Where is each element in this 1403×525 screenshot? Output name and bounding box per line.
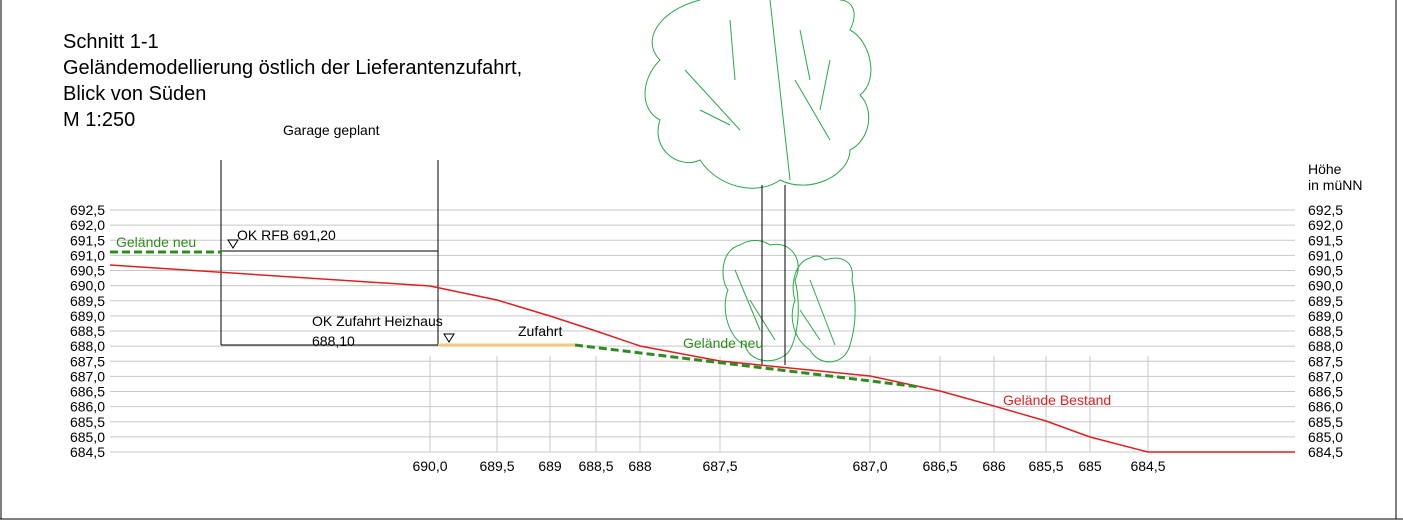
elevation-label: 685,5 — [70, 414, 105, 430]
axis-title: in müNN — [1308, 177, 1362, 193]
terrain-new — [574, 343, 921, 389]
terrain-existing — [109, 264, 1295, 453]
elevation-label: 687,0 — [70, 368, 105, 384]
elevation-label: 691,0 — [70, 247, 105, 263]
elevation-label: 690,5 — [70, 263, 105, 279]
building-label: Garage geplant — [283, 122, 380, 138]
elevation-label: 686,0 — [70, 399, 105, 415]
elevation-label: 692,5 — [1308, 202, 1343, 218]
station-label: 685,5 — [1028, 458, 1063, 474]
elevation-label: 689,5 — [70, 293, 105, 309]
station-label: 688,5 — [578, 458, 613, 474]
elevation-label: 687,5 — [70, 353, 105, 369]
title: Geländemodellierung östlich der Lieferan… — [63, 57, 522, 79]
station-label: 685 — [1078, 458, 1102, 474]
annotation: OK Zufahrt Heizhaus — [312, 313, 443, 329]
elevation-label: 685,0 — [1308, 429, 1343, 445]
elevation-label: 690,5 — [1308, 263, 1343, 279]
annotation: Zufahrt — [518, 323, 562, 339]
elevation-label: 685,0 — [70, 429, 105, 445]
annotation: OK RFB 691,20 — [237, 227, 336, 243]
title: M 1:250 — [63, 109, 135, 131]
elevation-label: 692,5 — [70, 202, 105, 218]
title: Blick von Süden — [63, 83, 206, 105]
trunks — [761, 185, 786, 365]
station-label: 686 — [982, 458, 1006, 474]
station-label: 686,5 — [922, 458, 957, 474]
annotation: Gelände neu — [116, 234, 196, 250]
station-label: 687,0 — [852, 458, 887, 474]
station-label: 689,5 — [479, 458, 514, 474]
elevation-label: 691,5 — [1308, 232, 1343, 248]
elevation-label: 684,5 — [1308, 444, 1343, 460]
elevation-label: 689,5 — [1308, 293, 1343, 309]
elevation-label: 692,0 — [1308, 217, 1343, 233]
trees — [644, 0, 872, 363]
elevation-label: 690,0 — [1308, 278, 1343, 294]
elevation-label: 691,0 — [1308, 247, 1343, 263]
station-label: 684,5 — [1130, 458, 1165, 474]
elevation-label: 684,5 — [70, 444, 105, 460]
station-label: 690,0 — [412, 458, 447, 474]
elevation-label: 687,0 — [1308, 368, 1343, 384]
station-label: 687,5 — [702, 458, 737, 474]
elevation-label: 686,5 — [70, 384, 105, 400]
annotation: Gelände neu — [683, 335, 763, 351]
elevation-label: 688,0 — [1308, 338, 1343, 354]
elevation-label: 690,0 — [70, 278, 105, 294]
elevation-label: 688,0 — [70, 338, 105, 354]
elevation-label: 688,5 — [70, 323, 105, 339]
elevation-label: 686,0 — [1308, 399, 1343, 415]
station-label: 688 — [628, 458, 652, 474]
annotation: Gelände Bestand — [1003, 392, 1111, 408]
title: Schnitt 1-1 — [63, 31, 159, 53]
elevation-label: 691,5 — [70, 232, 105, 248]
station-label: 689 — [538, 458, 562, 474]
elevation-label: 688,5 — [1308, 323, 1343, 339]
elevation-label: 692,0 — [70, 217, 105, 233]
elevation-label: 687,5 — [1308, 353, 1343, 369]
elevation-label: 686,5 — [1308, 384, 1343, 400]
axis-title: Höhe — [1308, 161, 1342, 177]
annotation: 688,10 — [312, 333, 355, 349]
elevation-label: 689,0 — [70, 308, 105, 324]
elevation-label: 685,5 — [1308, 414, 1343, 430]
elevation-label: 689,0 — [1308, 308, 1343, 324]
